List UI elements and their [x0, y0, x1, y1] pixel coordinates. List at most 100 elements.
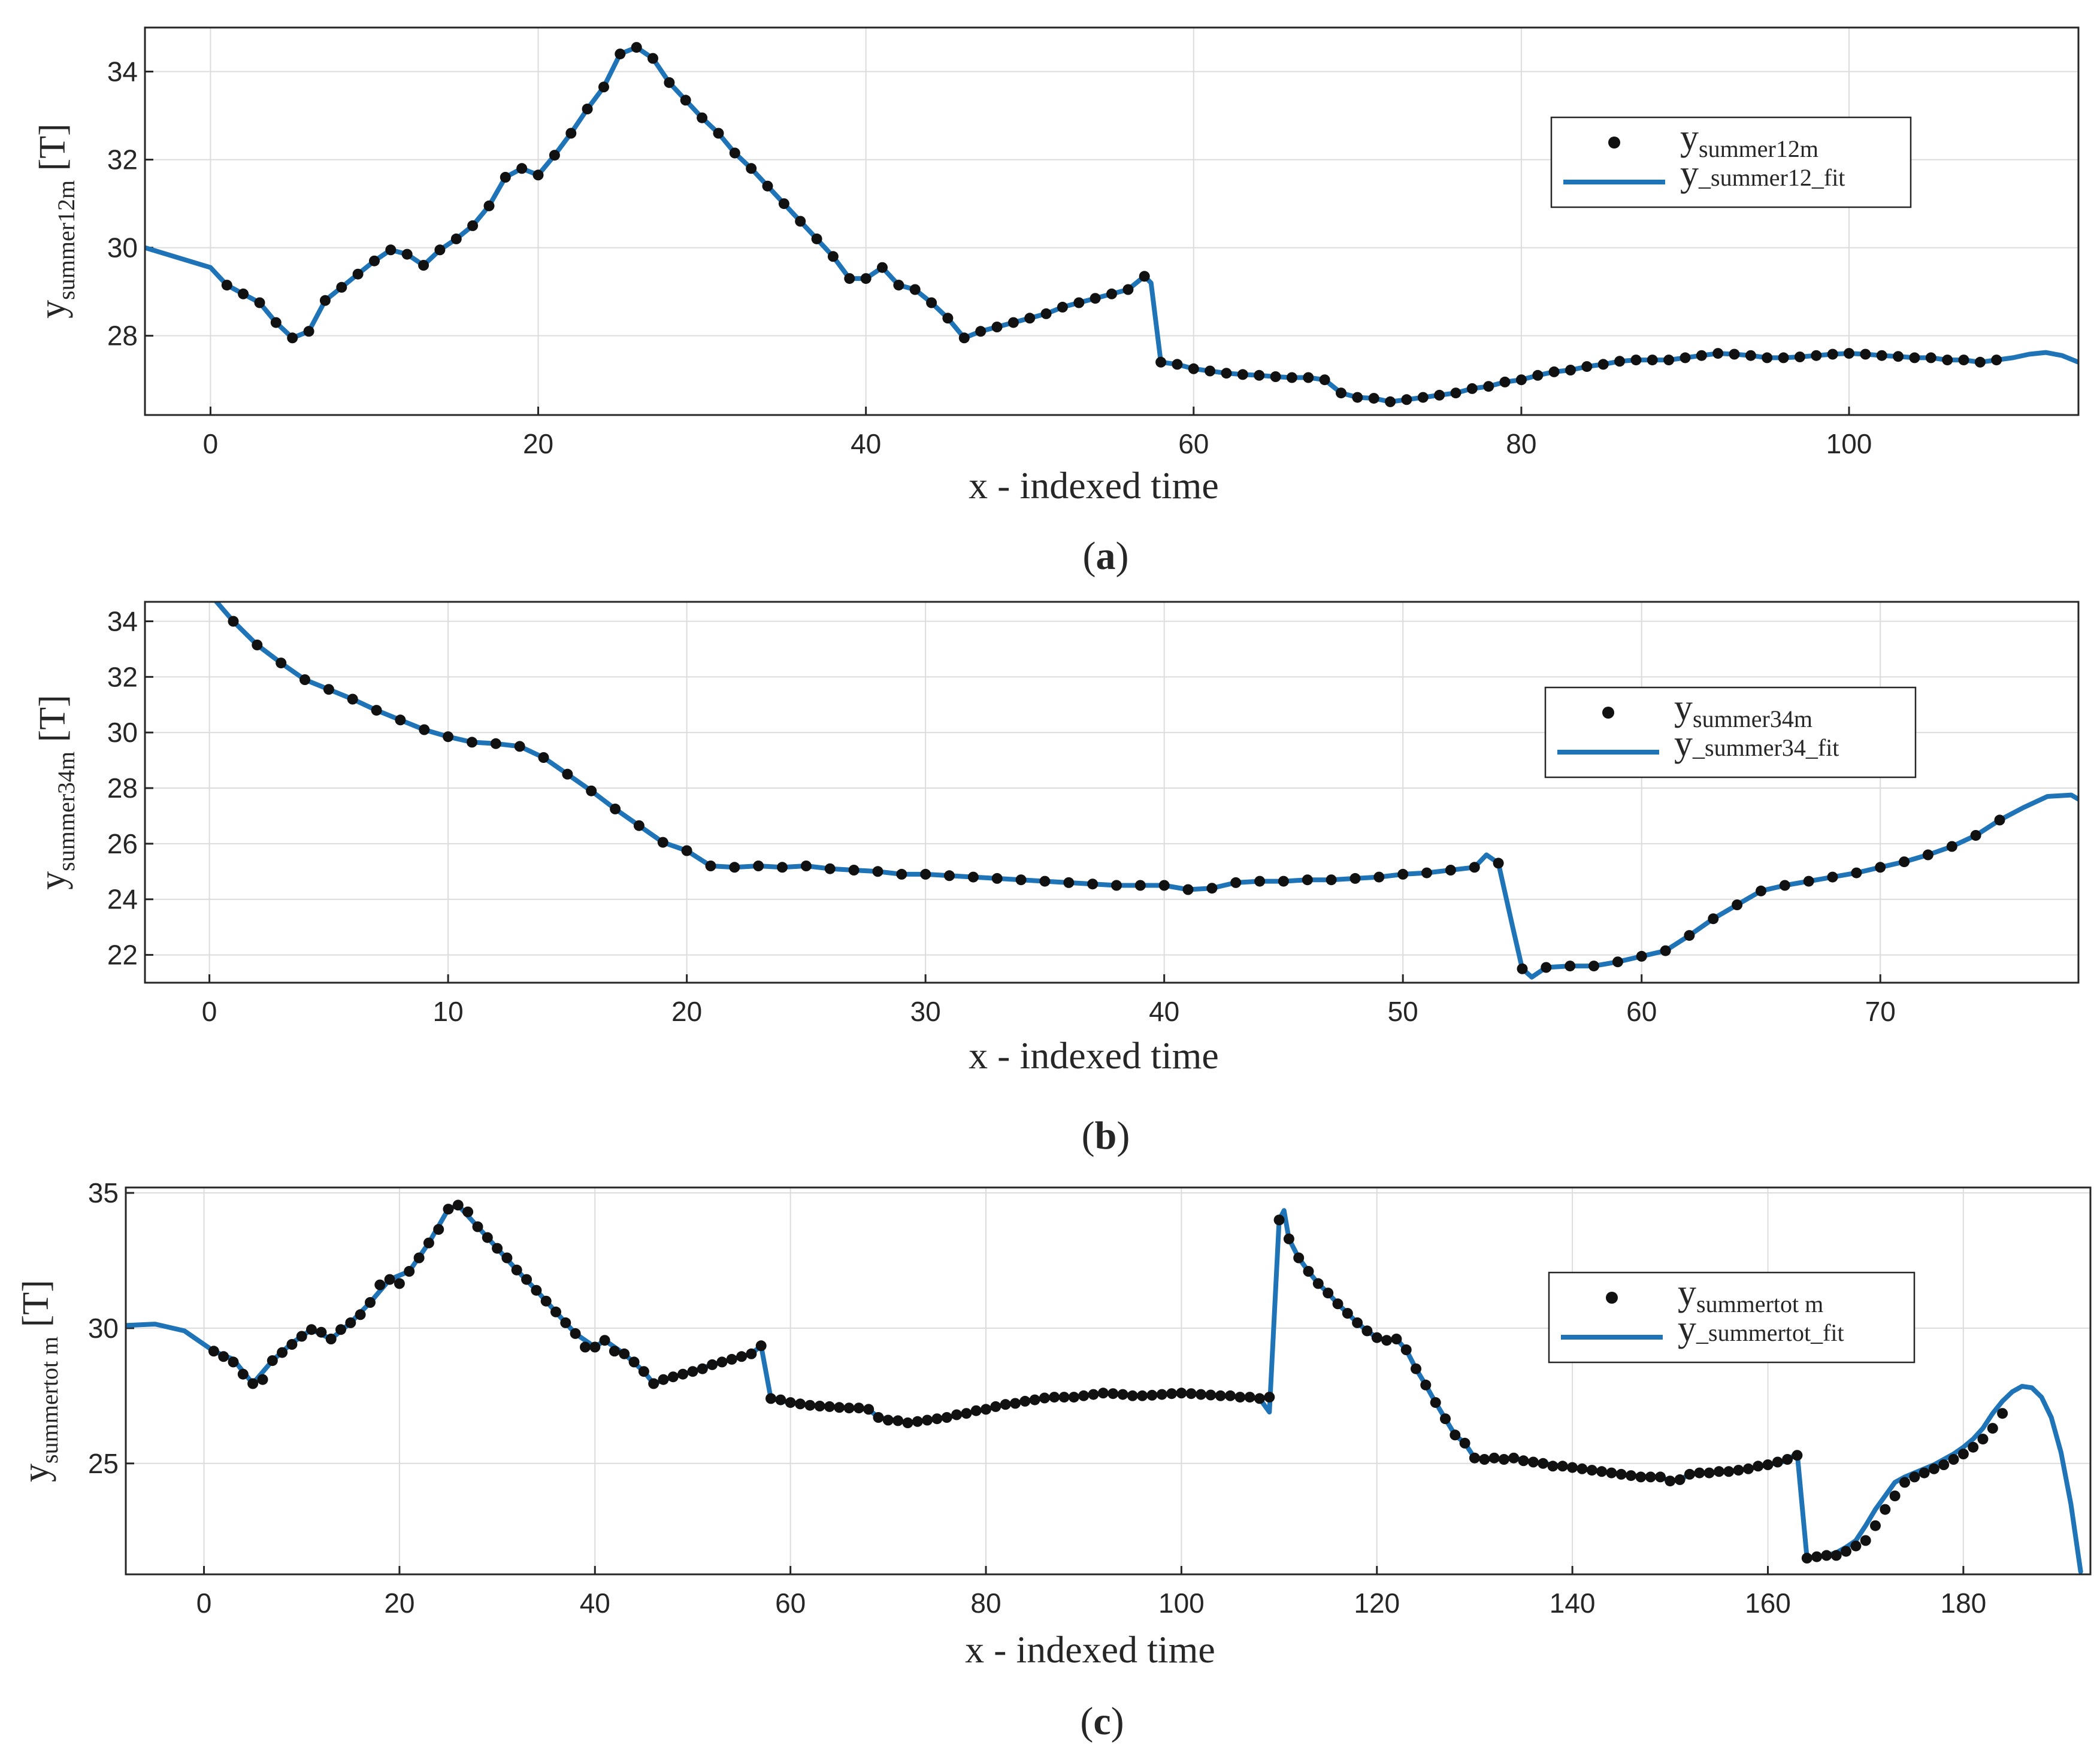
- data-point: [1040, 308, 1052, 319]
- data-point: [827, 251, 839, 262]
- data-point: [1073, 297, 1085, 308]
- data-point: [1264, 1392, 1275, 1403]
- data-point: [922, 1414, 933, 1426]
- data-point: [1019, 1395, 1031, 1407]
- data-point: [1397, 868, 1409, 880]
- data-point: [762, 180, 773, 192]
- data-point: [1499, 376, 1511, 387]
- data-point: [1254, 369, 1265, 381]
- data-point: [1581, 361, 1593, 372]
- data-point: [1088, 1389, 1099, 1400]
- data-point: [765, 1393, 776, 1404]
- data-point: [843, 1402, 855, 1414]
- data-point: [1850, 1540, 1862, 1552]
- data-point: [1680, 352, 1691, 363]
- data-point: [1368, 393, 1379, 404]
- data-point: [628, 1356, 640, 1368]
- data-point: [648, 1378, 659, 1389]
- data-point: [419, 724, 430, 735]
- data-point: [208, 1346, 219, 1357]
- legend: ysummertot my_summertot_fit: [1548, 1271, 1916, 1364]
- legend-marker-swatch: [1606, 1292, 1618, 1304]
- panel-caption-letter: b: [1095, 1114, 1117, 1158]
- data-point: [795, 1398, 806, 1410]
- data-point: [221, 280, 232, 291]
- x-tick-label: 0: [202, 996, 217, 1027]
- data-point: [1596, 1466, 1608, 1477]
- data-point: [1880, 1504, 1891, 1515]
- data-point: [1000, 1399, 1011, 1410]
- data-point: [560, 1317, 571, 1328]
- data-point: [516, 163, 528, 174]
- data-point: [443, 731, 454, 743]
- data-point: [834, 1402, 845, 1413]
- x-tick-label: 140: [1550, 1588, 1596, 1619]
- y-tick-label: 32: [107, 144, 138, 175]
- data-point: [1087, 878, 1099, 890]
- data-point: [863, 1404, 875, 1415]
- data-point: [511, 1264, 522, 1276]
- data-point: [1078, 1390, 1090, 1401]
- data-point: [778, 198, 789, 210]
- data-point: [1557, 1461, 1568, 1472]
- data-point: [680, 95, 691, 106]
- data-point: [1244, 1392, 1255, 1403]
- data-point: [1230, 877, 1242, 888]
- data-point: [1273, 1214, 1285, 1226]
- y-axis-label-unit: [T]: [32, 695, 73, 752]
- data-point: [1532, 369, 1544, 381]
- data-point: [1417, 392, 1429, 403]
- data-point: [1106, 288, 1117, 299]
- data-point: [1547, 1461, 1559, 1472]
- data-point: [1723, 1466, 1735, 1477]
- data-point: [1434, 389, 1445, 401]
- data-point: [926, 297, 937, 308]
- data-point: [1636, 950, 1647, 962]
- x-tick-label: 0: [196, 1588, 212, 1619]
- data-point: [667, 1371, 679, 1383]
- data-point: [912, 1416, 923, 1427]
- data-point: [677, 1368, 689, 1380]
- data-point: [1946, 841, 1957, 852]
- y-tick-label: 26: [107, 828, 138, 859]
- data-point: [1029, 1394, 1040, 1405]
- data-point: [1948, 1454, 1959, 1465]
- y-axis-label-sub: summer12m: [53, 180, 80, 300]
- legend-line-label: y_summer34_fit: [1674, 723, 1839, 764]
- data-point: [492, 1243, 503, 1254]
- data-point: [1068, 1392, 1079, 1403]
- data-point: [873, 1412, 884, 1423]
- data-point: [1127, 1390, 1138, 1401]
- data-point: [1058, 1392, 1070, 1403]
- data-point: [1663, 355, 1675, 366]
- data-point: [958, 332, 970, 344]
- data-point: [1922, 849, 1933, 861]
- data-point: [1974, 356, 1986, 368]
- data-point: [1753, 1461, 1764, 1472]
- data-point: [1373, 871, 1385, 883]
- data-point: [325, 1334, 337, 1344]
- data-point: [615, 49, 626, 60]
- data-point: [753, 861, 764, 871]
- data-point: [1615, 1468, 1627, 1480]
- y-tick-label: 25: [88, 1448, 119, 1479]
- axes-box: [144, 26, 2080, 416]
- data-point: [287, 332, 298, 344]
- data-point: [975, 326, 987, 337]
- data-point: [434, 244, 446, 256]
- legend-marker-swatch: [1608, 137, 1620, 149]
- data-point: [1997, 1408, 2008, 1419]
- data-point: [1860, 1535, 1871, 1546]
- data-point: [1626, 1470, 1636, 1482]
- data-point: [1411, 1363, 1421, 1374]
- data-point: [228, 616, 239, 627]
- legend-marker-label: ysummertot m: [1678, 1273, 1823, 1317]
- data-point: [1122, 284, 1134, 295]
- data-point: [538, 752, 549, 763]
- data-point: [532, 169, 544, 181]
- y-tick-label: 28: [107, 320, 138, 352]
- data-point: [1352, 1317, 1363, 1328]
- data-point: [1827, 349, 1838, 360]
- data-point: [775, 1394, 786, 1405]
- data-point: [1778, 352, 1789, 363]
